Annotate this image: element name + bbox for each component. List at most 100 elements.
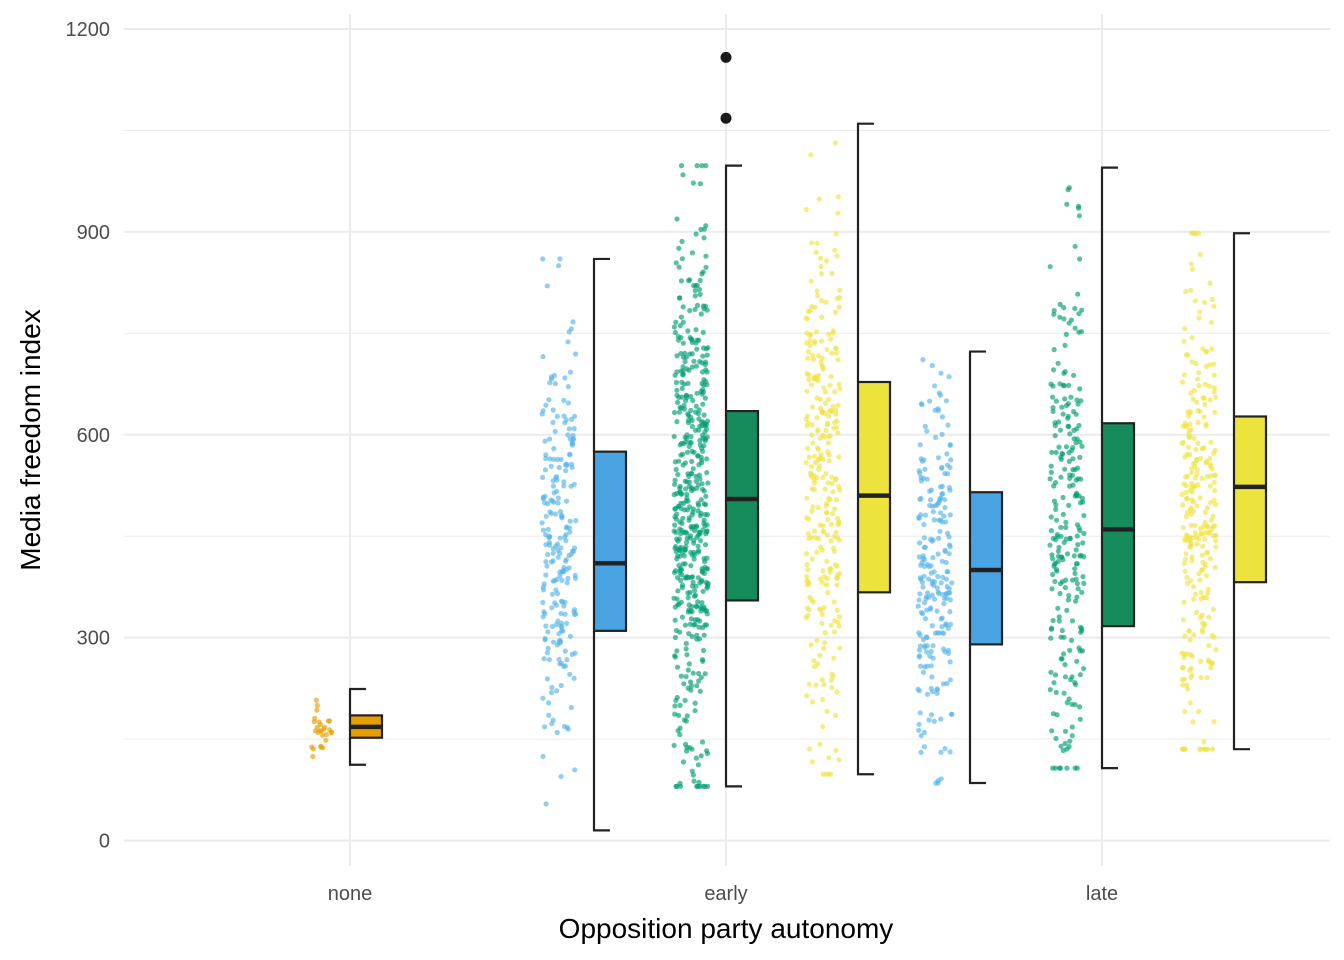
- data-point: [1075, 586, 1081, 592]
- data-point: [938, 716, 944, 722]
- data-point: [828, 408, 834, 414]
- data-point: [318, 743, 324, 749]
- data-point: [544, 283, 550, 289]
- data-point: [1065, 597, 1071, 603]
- data-point: [1198, 455, 1204, 461]
- x-tick-label: none: [328, 883, 373, 905]
- data-point: [1182, 746, 1188, 752]
- data-point: [692, 287, 698, 294]
- data-point: [1072, 702, 1078, 708]
- data-point: [679, 238, 685, 245]
- data-point: [572, 650, 578, 656]
- data-point: [814, 395, 820, 401]
- data-point: [560, 628, 566, 634]
- data-point: [540, 354, 546, 360]
- data-point: [927, 398, 933, 404]
- data-point: [1188, 522, 1194, 529]
- data-point: [815, 457, 821, 463]
- data-point: [1054, 568, 1060, 574]
- data-point: [929, 592, 936, 598]
- data-point: [680, 340, 686, 346]
- data-point: [1210, 533, 1217, 539]
- data-point: [1055, 605, 1061, 611]
- data-point: [834, 253, 840, 259]
- data-point: [695, 543, 701, 549]
- data-point: [1208, 319, 1214, 326]
- data-point: [1181, 481, 1187, 487]
- data-point: [675, 588, 681, 594]
- data-point: [540, 599, 546, 606]
- data-point: [539, 520, 545, 526]
- data-point: [815, 428, 821, 434]
- data-point: [541, 656, 547, 662]
- data-point: [558, 610, 564, 617]
- data-point: [920, 669, 927, 675]
- data-point: [804, 562, 810, 568]
- data-point: [313, 697, 319, 703]
- data-point: [685, 667, 691, 673]
- data-point: [804, 693, 810, 699]
- data-point: [671, 528, 677, 534]
- data-point: [1192, 522, 1198, 528]
- data-point: [810, 504, 816, 510]
- data-point: [825, 396, 832, 403]
- data-point: [837, 487, 843, 493]
- data-point: [702, 523, 708, 529]
- data-point: [1050, 571, 1056, 578]
- data-point: [929, 674, 935, 680]
- data-point: [543, 532, 549, 538]
- data-point: [1073, 547, 1079, 553]
- data-point: [804, 423, 810, 429]
- data-point: [671, 492, 677, 498]
- data-point: [1179, 665, 1185, 671]
- data-point: [700, 353, 706, 359]
- data-point: [559, 624, 565, 630]
- data-point: [943, 398, 950, 404]
- data-point: [824, 558, 830, 565]
- data-point: [565, 575, 571, 582]
- data-point: [1197, 495, 1203, 501]
- data-point: [687, 533, 694, 539]
- data-point: [921, 744, 928, 750]
- data-point: [835, 429, 841, 436]
- data-point: [1052, 672, 1059, 678]
- data-point: [1185, 352, 1191, 358]
- data-point: [1201, 299, 1208, 305]
- data-point: [922, 616, 929, 622]
- data-point: [805, 531, 811, 537]
- data-point: [554, 413, 561, 419]
- data-point: [697, 688, 703, 694]
- data-point: [918, 749, 924, 756]
- data-point: [1048, 514, 1054, 520]
- data-point: [831, 506, 838, 512]
- data-point: [682, 561, 688, 567]
- data-point: [558, 773, 564, 780]
- data-point: [681, 402, 687, 408]
- data-point: [564, 657, 570, 663]
- data-point: [1194, 399, 1200, 405]
- data-point: [701, 345, 707, 351]
- data-point: [814, 661, 821, 667]
- data-point: [1193, 591, 1199, 597]
- data-point: [682, 575, 688, 581]
- data-point: [1203, 595, 1210, 601]
- data-point: [700, 387, 706, 393]
- data-point: [689, 458, 695, 465]
- data-point: [943, 576, 950, 582]
- group-early-blue: [539, 256, 628, 832]
- data-point: [551, 372, 558, 379]
- data-point: [930, 643, 936, 649]
- data-point: [1062, 740, 1068, 747]
- data-point: [703, 493, 709, 499]
- data-point: [945, 647, 952, 653]
- data-point: [1199, 475, 1205, 482]
- data-point: [1076, 213, 1082, 219]
- data-point: [1064, 607, 1070, 614]
- data-point: [1205, 529, 1211, 536]
- data-point: [1062, 466, 1068, 472]
- data-point: [1183, 288, 1189, 295]
- outlier-point: [720, 51, 732, 63]
- data-point: [563, 557, 569, 563]
- data-point: [822, 389, 829, 395]
- data-point: [837, 294, 843, 301]
